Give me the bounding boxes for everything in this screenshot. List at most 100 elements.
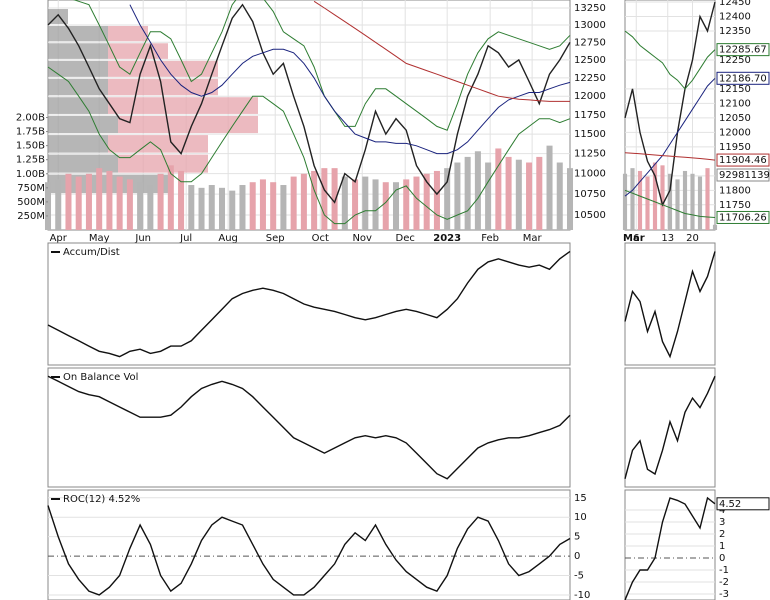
month-label: Mar xyxy=(623,233,645,244)
x-tick-label: 20 xyxy=(686,233,699,244)
volume-bar xyxy=(712,224,718,230)
volume-bar xyxy=(300,173,307,230)
last-box xyxy=(716,71,770,85)
series-line xyxy=(624,496,716,600)
x-tick-label: Jun xyxy=(134,233,151,244)
volume-bar xyxy=(690,173,695,230)
y2-tick-label: 500M xyxy=(17,197,45,208)
volume-bar xyxy=(413,176,420,230)
panel xyxy=(624,242,716,366)
series-line xyxy=(47,250,571,358)
series-line xyxy=(129,4,571,155)
y2-tick-label: 1.75B xyxy=(16,127,45,138)
x-tick-label: Jul xyxy=(179,233,192,244)
volume-bar xyxy=(96,168,103,230)
y2-tick-label: 750M xyxy=(17,183,45,194)
volume-bar xyxy=(311,170,318,230)
series-line xyxy=(624,77,716,197)
y-tick-label: 12250 xyxy=(574,73,606,84)
x-tick-label: Dec xyxy=(396,233,415,244)
y-tick-label: 2 xyxy=(719,529,725,540)
volume-bar xyxy=(423,173,430,230)
volume-bar xyxy=(116,176,123,230)
vbp-down xyxy=(118,154,208,173)
y-tick-label: 10500 xyxy=(574,210,606,221)
volume-bar xyxy=(147,185,154,230)
volume-bar xyxy=(392,182,400,230)
y-tick-label: 12750 xyxy=(574,37,606,48)
y2-tick-label: 2.00B xyxy=(16,113,45,124)
x-tick-label: Aug xyxy=(218,233,238,244)
volume-bar xyxy=(495,148,502,230)
last-value: 92981139 xyxy=(719,170,770,181)
vbp-down xyxy=(108,135,208,153)
vbp-down xyxy=(108,97,258,114)
y-tick-label: -1 xyxy=(719,565,729,576)
y-tick-label: 10750 xyxy=(574,189,606,200)
y-tick-label: 11000 xyxy=(574,169,606,180)
y2-tick-label: 250M xyxy=(17,211,45,222)
volume-bar xyxy=(382,182,389,230)
series-line xyxy=(624,152,716,161)
series-line xyxy=(624,251,716,359)
volume-bar xyxy=(675,179,680,230)
y-tick-label: -3 xyxy=(719,589,729,600)
volume-bar xyxy=(352,179,359,230)
y-tick-label: 12350 xyxy=(719,26,751,37)
volume-bar xyxy=(622,173,628,230)
last-value: 12285.67 xyxy=(719,45,767,56)
volume-bar xyxy=(464,156,471,230)
y-tick-label: -10 xyxy=(574,590,590,600)
volume-bar xyxy=(321,168,328,230)
y-tick-label: 12050 xyxy=(719,113,751,124)
y-tick-label: 12150 xyxy=(719,84,751,95)
series-line xyxy=(73,0,571,131)
x-tick-label: Apr xyxy=(50,233,68,244)
volume-bar xyxy=(331,168,338,230)
x-tick-label: Sep xyxy=(266,233,285,244)
volume-bar xyxy=(433,170,440,230)
x-tick-label: 13 xyxy=(661,233,674,244)
y-tick-label: 11800 xyxy=(719,185,751,196)
y-tick-label: 12250 xyxy=(719,55,751,66)
y-tick-label: 12100 xyxy=(719,98,751,109)
vbp-up xyxy=(48,43,108,59)
y-tick-label: 11750 xyxy=(719,200,751,211)
volume-bar xyxy=(660,165,665,230)
volume-bar xyxy=(444,168,451,230)
y-tick-label: 3 xyxy=(719,517,725,528)
last-box xyxy=(716,153,770,167)
vbp-up xyxy=(48,135,108,153)
vbp-down xyxy=(118,115,258,134)
volume-bar xyxy=(218,187,226,230)
volume-bar xyxy=(85,173,92,230)
y2-tick-label: 1.00B xyxy=(16,169,45,180)
vbp-up xyxy=(48,115,118,134)
y-tick-label: 12400 xyxy=(719,12,751,23)
panel xyxy=(624,367,716,488)
volume-bar xyxy=(188,185,195,230)
last-value: 11706.26 xyxy=(719,212,767,223)
volume-bar xyxy=(198,187,205,230)
last-value: 4.52 xyxy=(719,499,741,510)
volume-bar xyxy=(137,182,144,230)
y-tick-label: 4 xyxy=(719,505,725,516)
volume-bar xyxy=(290,176,297,230)
series-line xyxy=(624,1,716,207)
x-tick-label: 2023 xyxy=(433,233,461,244)
volume-bar xyxy=(556,162,563,230)
volume-bar xyxy=(474,151,481,230)
volume-bar xyxy=(106,170,113,230)
vbp-down xyxy=(108,78,218,96)
volume-bar xyxy=(362,176,369,230)
vbp-up xyxy=(48,25,108,42)
y-tick-label: 10 xyxy=(574,512,587,523)
volume-bar xyxy=(259,179,266,230)
y-tick-label: -2 xyxy=(719,577,729,588)
x-tick-label: Mar xyxy=(523,233,543,244)
last-value: 11904.46 xyxy=(719,155,767,166)
series-line xyxy=(624,30,716,90)
volume-bar xyxy=(126,179,133,230)
last-value: 12186.70 xyxy=(719,73,767,84)
